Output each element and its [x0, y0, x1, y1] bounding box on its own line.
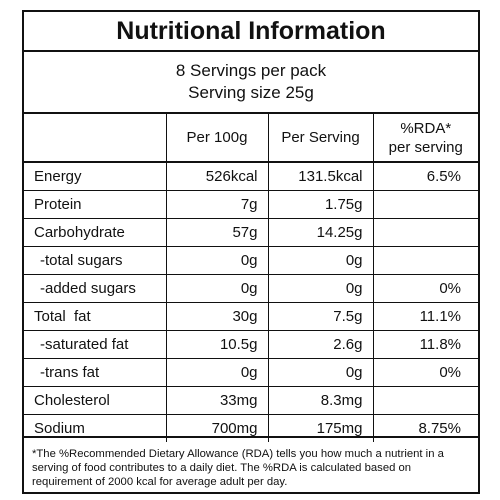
value-per-serving: 7.5g [268, 302, 374, 331]
table-row: -added sugars 0g 0g 0% [24, 274, 478, 303]
nutrient-name: Total fat [24, 302, 167, 331]
table-row: Total fat 30g 7.5g 11.1% [24, 302, 478, 331]
table-row: -saturated fat 10.5g 2.6g 11.8% [24, 330, 478, 359]
value-rda: 8.75% [418, 420, 461, 437]
value-per-serving: 8.3mg [268, 386, 374, 415]
table-row: Protein 7g 1.75g [24, 190, 478, 219]
table-header-row: Per 100g Per Serving %RDA* per serving [24, 114, 478, 163]
value-per-100g: 30g [166, 302, 269, 331]
rda-footnote: *The %Recommended Dietary Allowance (RDA… [24, 436, 478, 492]
serving-size: Serving size 25g [188, 83, 314, 102]
nutrition-panel: Nutritional Information 8 Servings per p… [22, 10, 480, 494]
table-body: Energy 526kcal 131.5kcal 6.5% Protein 7g 1.75g… [24, 162, 478, 442]
servings-info: 8 Servings per pack Serving size 25g [24, 52, 478, 114]
value-per-serving: 131.5kcal [268, 162, 374, 191]
value-per-serving: 2.6g [268, 330, 374, 359]
table-row: -total sugars 0g 0g [24, 246, 478, 275]
value-per-100g: 0g [166, 246, 269, 275]
value-per-serving: 1.75g [268, 190, 374, 219]
header-rda-line2: per serving [388, 138, 463, 156]
header-per-100g: Per 100g [166, 114, 269, 163]
value-rda [373, 218, 478, 247]
table-row: Carbohydrate 57g 14.25g [24, 218, 478, 247]
value-rda: 6.5% [373, 162, 478, 191]
value-per-100g: 0g [166, 358, 269, 387]
nutrient-name: -added sugars [24, 274, 167, 303]
panel-title: Nutritional Information [24, 12, 478, 52]
table-row: -trans fat 0g 0g 0% [24, 358, 478, 387]
nutrient-name: -trans fat [24, 358, 167, 387]
value-rda: 11.8% [373, 330, 478, 359]
table-row: Cholesterol 33mg 8.3mg [24, 386, 478, 415]
value-per-100g: 0g [166, 274, 269, 303]
nutrition-table: Per 100g Per Serving %RDA* per serving E… [24, 114, 478, 442]
header-per-serving: Per Serving [268, 114, 374, 163]
value-per-100g: 526kcal [166, 162, 269, 191]
nutrient-name: -total sugars [24, 246, 167, 275]
nutrient-name: Protein [24, 190, 167, 219]
value-rda [373, 386, 478, 415]
header-blank [24, 114, 167, 163]
value-rda: 11.1% [373, 302, 478, 331]
servings-per-pack: 8 Servings per pack [175, 61, 327, 80]
value-per-100g: 33mg [166, 386, 269, 415]
header-rda: %RDA* per serving [373, 114, 478, 163]
value-per-100g: 7g [166, 190, 269, 219]
nutrient-name: -saturated fat [24, 330, 167, 359]
value-rda [373, 246, 478, 275]
value-rda: 0% [373, 274, 478, 303]
header-rda-line1: %RDA* [400, 119, 452, 137]
nutrient-name: Carbohydrate [24, 218, 167, 247]
value-per-100g: 57g [166, 218, 269, 247]
value-per-serving: 0g [268, 358, 374, 387]
value-rda [373, 190, 478, 219]
value-per-100g: 10.5g [166, 330, 269, 359]
value-per-serving: 0g [268, 274, 374, 303]
table-row: Energy 526kcal 131.5kcal 6.5% [24, 162, 478, 191]
nutrient-name: Energy [24, 162, 167, 191]
value-rda: 0% [373, 358, 478, 387]
value-per-serving: 14.25g [268, 218, 374, 247]
value-per-serving: 0g [268, 246, 374, 275]
nutrient-name: Cholesterol [24, 386, 167, 415]
